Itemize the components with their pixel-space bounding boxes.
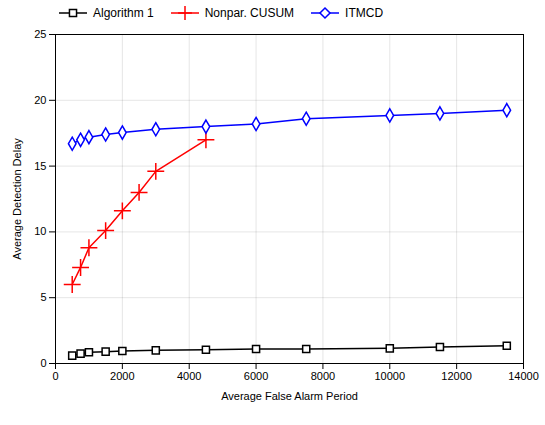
svg-text:4000: 4000 (177, 370, 201, 382)
html-text:Nonpar. CUSUM: Nonpar. CUSUM (204, 6, 295, 20)
svg-text:20: 20 (34, 94, 46, 106)
svg-text:0: 0 (40, 357, 46, 369)
svg-text:10000: 10000 (374, 370, 405, 382)
svg-text:6000: 6000 (244, 370, 268, 382)
svg-text:14000: 14000 (508, 370, 539, 382)
svg-text:25: 25 (34, 28, 46, 40)
svg-text:0: 0 (52, 370, 58, 382)
svg-text:Average Detection Delay: Average Detection Delay (11, 138, 23, 260)
svg-text:10: 10 (34, 225, 46, 237)
html-text:ITMCD: ITMCD (345, 6, 384, 20)
html-text:Algorithm 1: Algorithm 1 (93, 6, 154, 20)
svg-text:12000: 12000 (441, 370, 472, 382)
svg-text:2000: 2000 (110, 370, 134, 382)
svg-text:8000: 8000 (311, 370, 335, 382)
svg-text:Average False Alarm Period: Average False Alarm Period (221, 390, 358, 402)
svg-text:15: 15 (34, 160, 46, 172)
svg-text:5: 5 (40, 291, 46, 303)
